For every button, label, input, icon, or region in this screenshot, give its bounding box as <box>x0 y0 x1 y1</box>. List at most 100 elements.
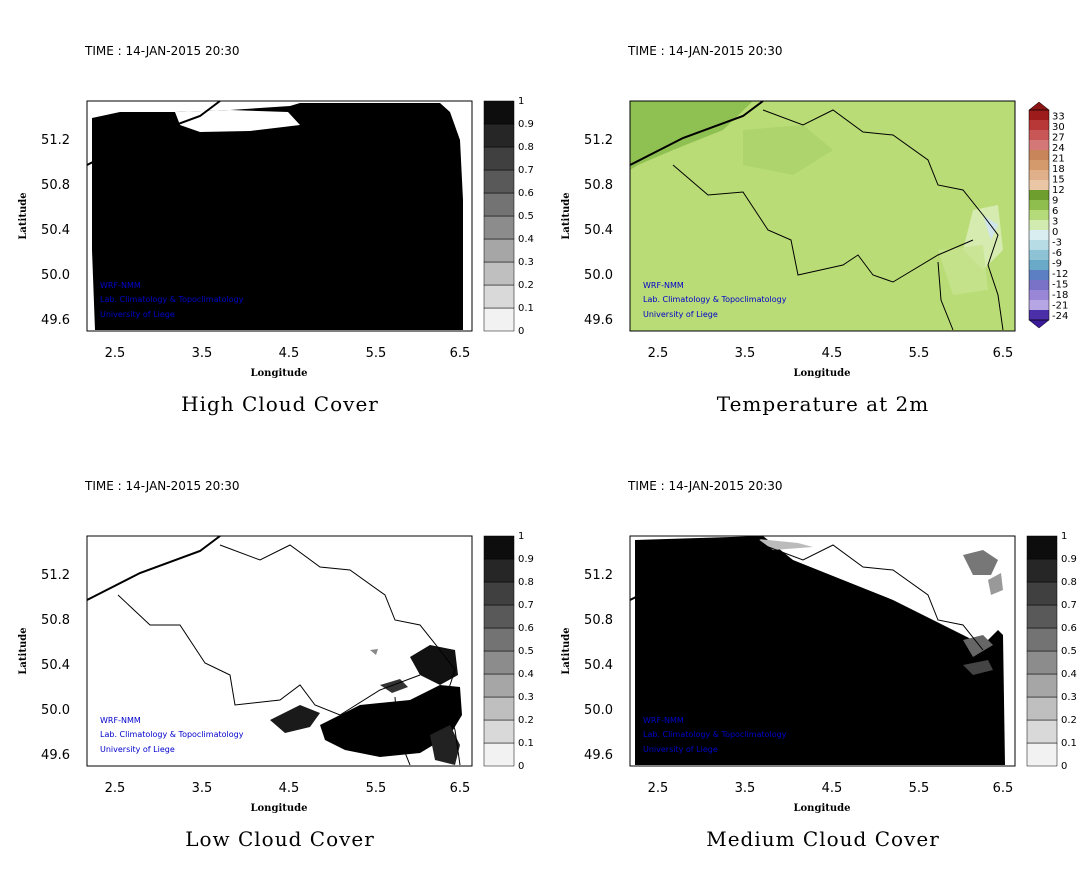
colorbar-swatch <box>1029 270 1049 280</box>
y-tick-label: 50.8 <box>584 178 613 193</box>
x-axis-title: Longitude <box>250 803 307 814</box>
colorbar-swatch <box>483 650 515 675</box>
credit-line: WRF-NMM <box>100 716 141 725</box>
colorbar-swatch <box>483 215 515 240</box>
panel-medium-cloud: TIME : 14-JAN-2015 20:30 2.5 3.5 4.5 5.5… <box>543 435 1086 869</box>
colorbar-swatch <box>1026 650 1058 675</box>
y-tick-label: 50.0 <box>41 703 70 718</box>
colorbar-swatch <box>483 100 515 125</box>
colorbar-label: 0.9 <box>1061 554 1077 565</box>
colorbar-label: -12 <box>1052 269 1068 280</box>
y-tick-label: 51.2 <box>41 568 70 583</box>
colorbar-swatch <box>483 123 515 148</box>
colorbar-label: -3 <box>1052 237 1062 248</box>
x-tick-label: 6.5 <box>450 346 471 361</box>
plot-frame <box>86 100 473 332</box>
x-tick-label: 3.5 <box>192 781 213 796</box>
colorbar-swatch <box>1029 160 1049 170</box>
borders <box>86 100 221 166</box>
x-tick-label: 6.5 <box>450 781 471 796</box>
credit-line: University of Liege <box>643 310 718 319</box>
x-tick-label: 2.5 <box>105 781 126 796</box>
time-label: TIME : 14-JAN-2015 20:30 <box>628 44 783 58</box>
y-ticks: 51.2 50.8 50.4 50.0 49.6 <box>41 568 70 763</box>
colorbar-swatch <box>1029 120 1049 130</box>
colorbar-label: 1 <box>518 96 524 107</box>
x-tick-label: 4.5 <box>822 781 843 796</box>
panel-high-cloud: TIME : 14-JAN-2015 20:30 2.5 3.5 4.5 5.5… <box>0 0 543 434</box>
colorbar-label: 3 <box>1052 216 1058 227</box>
map-field <box>87 101 472 331</box>
map-field <box>630 536 1015 766</box>
x-tick-label: 4.5 <box>822 346 843 361</box>
plot-frame <box>629 100 1016 332</box>
colorbar-label: 12 <box>1052 185 1065 196</box>
colorbar-label: 0.5 <box>518 646 534 657</box>
colorbar-swatch <box>483 146 515 171</box>
colorbar-swatch <box>1029 140 1049 150</box>
colorbar-label: -6 <box>1052 248 1062 259</box>
credits: WRF-NMM Lab. Climatology & Topoclimatolo… <box>643 716 787 754</box>
x-axis-title: Longitude <box>250 368 307 379</box>
x-tick-label: 5.5 <box>909 346 930 361</box>
colorbar-label: 0.5 <box>518 211 534 222</box>
colorbar-label: 27 <box>1052 132 1065 143</box>
x-axis-title: Longitude <box>793 368 850 379</box>
panel-title: Temperature at 2m <box>716 392 930 416</box>
colorbar-label: 0.8 <box>518 577 534 588</box>
credits: WRF-NMM Lab. Climatology & Topoclimatolo… <box>643 281 787 319</box>
y-tick-label: 50.4 <box>584 658 613 673</box>
x-tick-label: 2.5 <box>105 346 126 361</box>
colorbar-swatch <box>1026 696 1058 721</box>
colorbar-label: -18 <box>1052 290 1068 301</box>
medium-cloud-map: 2.5 3.5 4.5 5.5 6.5 51.2 50.8 50.4 50.0 … <box>561 531 1077 814</box>
colorbar-label: 0.8 <box>518 142 534 153</box>
y-tick-label: 50.4 <box>41 223 70 238</box>
y-tick-label: 50.8 <box>41 178 70 193</box>
colorbar-swatch <box>1029 250 1049 260</box>
colorbar-label: 0.6 <box>1061 623 1077 634</box>
colorbar-label: -9 <box>1052 258 1062 269</box>
colorbar-label: 21 <box>1052 153 1065 164</box>
borders <box>629 535 984 651</box>
panel-low-cloud: TIME : 14-JAN-2015 20:30 2.5 3.5 4.5 5.5… <box>0 435 543 869</box>
colorbar-label: 9 <box>1052 195 1058 206</box>
colorbar-label: 0.4 <box>518 669 534 680</box>
y-tick-label: 49.6 <box>41 748 70 763</box>
colorbar-swatch <box>1026 719 1058 744</box>
colorbar-swatch <box>1029 170 1049 180</box>
y-tick-label: 50.4 <box>584 223 613 238</box>
colorbar-arrow-down <box>1028 319 1050 329</box>
borders <box>629 100 1004 331</box>
y-tick-label: 50.0 <box>584 703 613 718</box>
colorbar-frame <box>1028 109 1050 321</box>
y-axis-title: Latitude <box>561 192 572 239</box>
y-axis-title: Latitude <box>18 627 29 674</box>
time-label: TIME : 14-JAN-2015 20:30 <box>85 479 240 493</box>
colorbar-label: 0.4 <box>518 234 534 245</box>
colorbar-label: 0 <box>1052 227 1058 238</box>
x-ticks: 2.5 3.5 4.5 5.5 6.5 <box>648 346 1014 361</box>
colorbar-label: -21 <box>1052 300 1068 311</box>
credit-line: Lab. Climatology & Topoclimatology <box>100 295 244 304</box>
colorbar-swatch <box>483 307 515 332</box>
y-axis-title: Latitude <box>561 627 572 674</box>
colorbar-swatch <box>483 558 515 583</box>
plot-frame <box>86 535 473 767</box>
colorbar-swatch <box>1029 190 1049 200</box>
colorbar-swatch <box>483 284 515 309</box>
credit-line: WRF-NMM <box>100 281 141 290</box>
colorbar-label: 0.9 <box>518 119 534 130</box>
x-axis-title: Longitude <box>793 803 850 814</box>
y-tick-label: 50.8 <box>41 613 70 628</box>
y-axis-title: Latitude <box>18 192 29 239</box>
colorbar-arrow-up <box>1028 101 1050 111</box>
x-tick-label: 3.5 <box>735 346 756 361</box>
y-tick-label: 49.6 <box>584 313 613 328</box>
colorbar-swatch <box>1029 110 1049 120</box>
colorbar-swatch <box>483 604 515 629</box>
low-cloud-map: 2.5 3.5 4.5 5.5 6.5 51.2 50.8 50.4 50.0 … <box>18 531 534 814</box>
colorbar-label: 0.7 <box>518 165 534 176</box>
colorbar-swatch <box>1029 220 1049 230</box>
colorbar-label: 0.8 <box>1061 577 1077 588</box>
